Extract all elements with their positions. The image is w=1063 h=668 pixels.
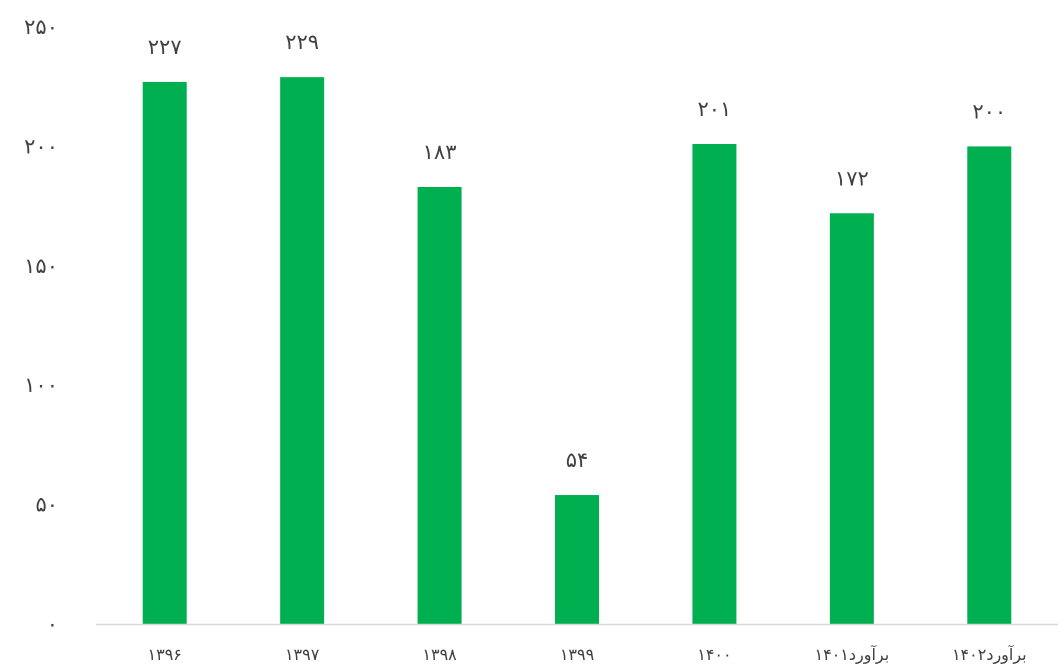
bar [417, 186, 462, 624]
bar [142, 81, 187, 624]
x-tick-label: ۱۴۰۱برآورد [815, 645, 890, 665]
y-tick-label: ۱۵۰ [24, 254, 58, 278]
y-axis-tick-labels: ۰ ۵۰ ۱۰۰ ۱۵۰ ۲۰۰ ۲۵۰ [24, 15, 58, 636]
x-tick-label: ۱۴۰۲برآورد [952, 645, 1027, 665]
data-label: ۲۲۹ [285, 30, 319, 54]
data-labels: ۲۲۷ ۲۲۹ ۱۸۳ ۵۴ ۲۰۱ ۱۷۲ ۲۰۰ [148, 30, 1006, 472]
x-tick-label: ۱۳۹۶ [148, 645, 182, 664]
y-tick-label: ۱۰۰ [24, 373, 58, 397]
x-tick-label: ۱۴۰۰ [697, 645, 731, 664]
data-label: ۵۴ [566, 448, 589, 472]
x-tick-label: ۱۳۹۷ [285, 645, 320, 664]
bar [555, 495, 599, 624]
data-label: ۱۷۲ [835, 166, 869, 190]
data-label: ۲۰۱ [698, 97, 732, 121]
x-axis-tick-labels: ۱۳۹۶ ۱۳۹۷ ۱۳۹۸ ۱۳۹۹ ۱۴۰۰ ۱۴۰۱برآورد ۱۴۰۲برآورد [148, 645, 1027, 665]
x-tick-label: ۱۳۹۸ [422, 645, 457, 664]
data-label: ۲۰۰ [972, 99, 1006, 123]
y-tick-label: ۲۰۰ [24, 134, 58, 158]
bar [967, 146, 1012, 624]
bar [280, 77, 325, 624]
data-label: ۲۲۷ [148, 35, 182, 59]
bar [829, 213, 874, 624]
bar [692, 144, 737, 624]
bars [142, 77, 1012, 624]
data-label: ۱۸۳ [423, 140, 457, 164]
y-tick-label: ۵۰ [35, 493, 58, 517]
x-tick-label: ۱۳۹۹ [560, 645, 594, 664]
y-tick-label: ۰ [47, 612, 58, 636]
y-tick-label: ۲۵۰ [24, 15, 58, 39]
